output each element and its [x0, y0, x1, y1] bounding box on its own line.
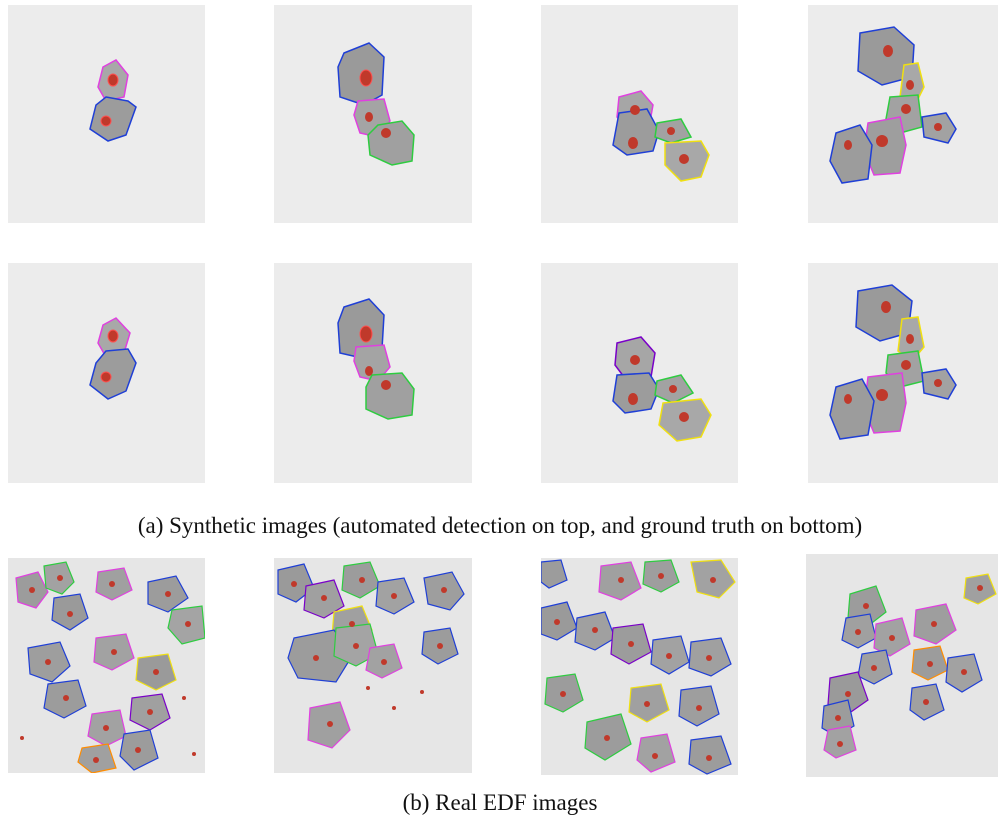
real-edf-image-4	[806, 554, 998, 777]
real-edf-image-2	[274, 558, 472, 773]
caption-synthetic: (a) Synthetic images (automated detectio…	[137, 513, 863, 538]
synthetic-ground-truth-image-4	[808, 263, 998, 483]
synthetic-ground-truth-image-1	[8, 263, 205, 483]
synthetic-detection-image-1	[8, 5, 205, 223]
synthetic-ground-truth-image-2	[274, 263, 472, 483]
synthetic-detection-image-2	[274, 5, 472, 223]
synthetic-detection-image-3	[541, 5, 738, 223]
synthetic-ground-truth-image-3	[541, 263, 738, 483]
synthetic-detection-image-4	[808, 5, 998, 223]
caption-real-edf: (b) Real EDF images	[402, 790, 598, 815]
real-edf-image-3	[541, 558, 738, 775]
real-edf-image-1	[8, 558, 205, 773]
